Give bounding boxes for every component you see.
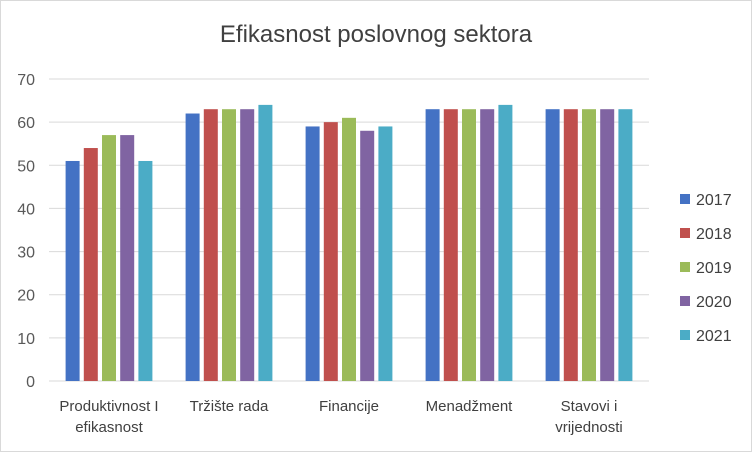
bar-2020-2: [360, 130, 375, 381]
bar-2017-2: [305, 126, 320, 381]
bar-2019-4: [582, 109, 596, 381]
y-tick-label: 40: [17, 201, 35, 218]
bar-2018-1: [203, 109, 218, 381]
legend-label: 2019: [696, 260, 732, 277]
bar-2020-4: [600, 109, 615, 381]
bar-2019-2: [342, 117, 356, 381]
y-tick-label: 50: [17, 158, 35, 175]
bar-2017-0: [65, 160, 80, 381]
bar-2020-0: [120, 135, 135, 381]
bar-2021-4: [618, 109, 633, 381]
category-label: vrijednosti: [555, 419, 623, 436]
category-label: efikasnost: [75, 419, 143, 436]
legend-swatch: [680, 194, 690, 204]
bar-2019-0: [102, 135, 116, 381]
legend-label: 2020: [696, 294, 732, 311]
bar-2021-0: [138, 160, 153, 381]
bar-2018-2: [323, 122, 338, 382]
bar-2019-3: [462, 109, 476, 381]
category-label: Produktivnost I: [59, 398, 158, 415]
y-tick-label: 10: [17, 331, 35, 348]
legend-label: 2017: [696, 192, 732, 209]
y-tick-label: 30: [17, 245, 35, 262]
category-label: Financije: [319, 398, 379, 415]
category-label: Menadžment: [426, 398, 514, 415]
y-tick-label: 70: [17, 72, 35, 89]
bar-2017-3: [425, 109, 440, 381]
bar-2017-4: [545, 109, 560, 381]
bar-2021-3: [498, 104, 513, 381]
legend-swatch: [680, 262, 690, 272]
bar-2021-1: [258, 104, 273, 381]
legend-label: 2021: [696, 328, 732, 345]
chart-title: Efikasnost poslovnog sektora: [219, 21, 533, 48]
y-tick-label: 0: [26, 374, 35, 391]
legend-swatch: [680, 330, 690, 340]
bar-2020-1: [240, 109, 255, 381]
bar-2018-0: [83, 148, 98, 381]
bar-2018-4: [563, 109, 578, 381]
y-tick-label: 60: [17, 115, 35, 132]
legend-swatch: [680, 296, 690, 306]
bar-2017-1: [185, 113, 200, 381]
bar-2018-3: [443, 109, 458, 381]
category-label: Tržište rada: [190, 398, 269, 415]
legend-swatch: [680, 228, 690, 238]
legend-label: 2018: [696, 226, 732, 243]
y-tick-label: 20: [17, 288, 35, 305]
category-label: Stavovi i: [561, 398, 618, 415]
bar-2020-3: [480, 109, 495, 381]
bar-2019-1: [222, 109, 236, 381]
bar-2021-2: [378, 126, 393, 381]
